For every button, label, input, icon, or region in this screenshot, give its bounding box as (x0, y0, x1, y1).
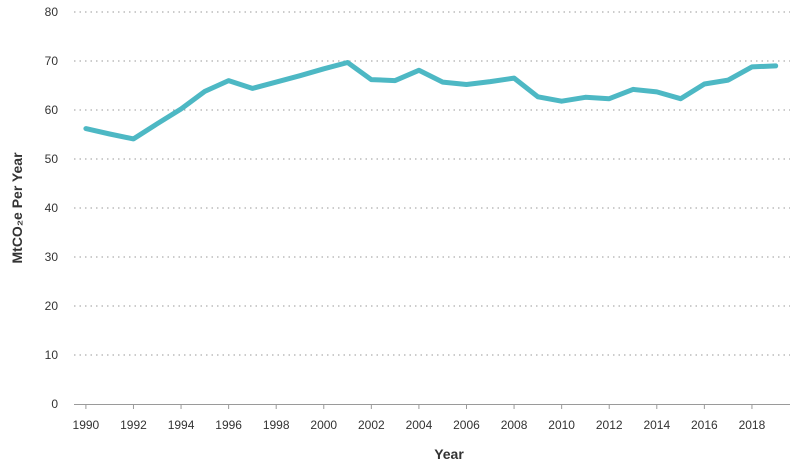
x-tick-label: 2002 (358, 418, 385, 432)
x-axis-title: Year (434, 446, 464, 462)
x-tick-label: 2012 (596, 418, 623, 432)
y-tick-label: 40 (45, 201, 59, 215)
y-tick-label: 70 (45, 54, 59, 68)
y-tick-label: 30 (45, 250, 59, 264)
x-tick-label: 2004 (406, 418, 433, 432)
gridlines (74, 11, 790, 356)
y-tick-label: 20 (45, 299, 59, 313)
x-tick-label: 2016 (691, 418, 718, 432)
y-tick-label: 60 (45, 103, 59, 117)
y-axis-title: MtCO₂e Per Year (9, 152, 25, 264)
x-tick-label: 1998 (263, 418, 290, 432)
x-tick-label: 1994 (168, 418, 195, 432)
y-tick-label: 50 (45, 152, 59, 166)
x-tick-label: 2014 (643, 418, 670, 432)
x-tick-label: 2010 (548, 418, 575, 432)
y-tick-label: 80 (45, 5, 59, 19)
series-line-0 (83, 60, 779, 142)
y-tick-label: 10 (45, 348, 59, 362)
x-tick-label: 1992 (120, 418, 147, 432)
x-tick-label: 1990 (73, 418, 100, 432)
x-tick-label: 2008 (501, 418, 528, 432)
x-tick-label: 2018 (739, 418, 766, 432)
x-tick-label: 2006 (453, 418, 480, 432)
series-group (83, 60, 779, 142)
x-tick-label: 2000 (310, 418, 337, 432)
y-tick-label: 0 (51, 397, 58, 411)
x-axis-ticks: 1990 1992 1994 1996 1998 2000 2002 2004 2006 2008… (73, 404, 766, 432)
y-axis-ticks: 0 10 20 30 40 50 60 70 80 (45, 5, 59, 411)
x-tick-label: 1996 (215, 418, 242, 432)
